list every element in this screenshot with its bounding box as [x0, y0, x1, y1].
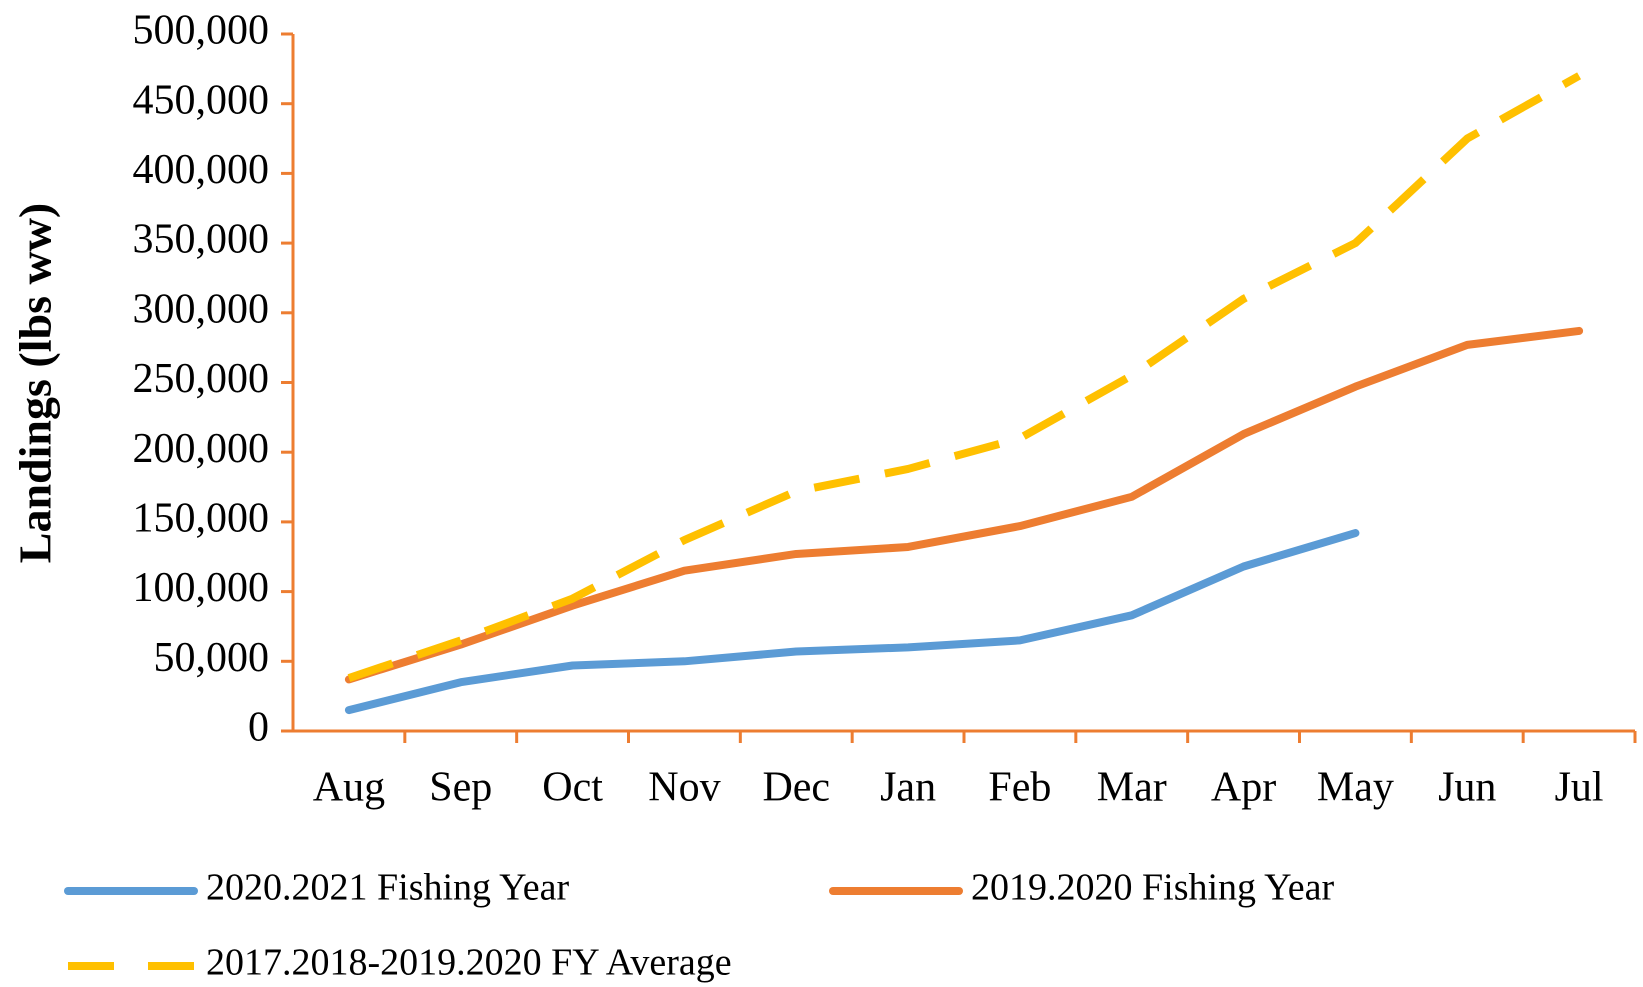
y-tick-label: 300,000 [133, 286, 270, 332]
x-tick-label: Dec [762, 765, 830, 811]
legend-label: 2020.2021 Fishing Year [206, 867, 569, 909]
y-tick-label: 100,000 [133, 565, 270, 611]
y-axis-label: Landings (lbs ww) [10, 203, 61, 563]
legend-label: 2017.2018-2019.2020 FY Average [206, 942, 732, 984]
y-tick-label: 250,000 [133, 356, 270, 402]
x-tick-label: Nov [648, 765, 720, 811]
y-tick-label: 0 [248, 705, 269, 751]
x-tick-label: Mar [1097, 765, 1167, 811]
y-tick-label: 50,000 [154, 635, 270, 681]
series-line [344, 326, 1584, 684]
x-tick-label: Feb [988, 765, 1051, 811]
x-tick-label: Jun [1438, 765, 1496, 811]
x-tick-label: Jul [1555, 765, 1604, 811]
y-tick-label: 500,000 [133, 8, 270, 54]
series-line [347, 72, 1582, 682]
y-tick-label: 400,000 [133, 147, 270, 193]
legend-label: 2019.2020 Fishing Year [971, 867, 1334, 909]
y-tick-label: 350,000 [133, 217, 270, 263]
x-tick-label: Aug [313, 765, 385, 811]
series-line [344, 529, 1360, 715]
x-tick-label: Jan [880, 765, 936, 811]
y-tick-label: 450,000 [133, 77, 270, 123]
x-tick-label: Apr [1211, 765, 1276, 811]
x-tick-label: Oct [542, 765, 603, 811]
x-tick-label: May [1317, 765, 1394, 811]
y-tick-label: 150,000 [133, 496, 270, 542]
x-tick-label: Sep [429, 765, 492, 811]
y-tick-label: 200,000 [133, 426, 270, 472]
